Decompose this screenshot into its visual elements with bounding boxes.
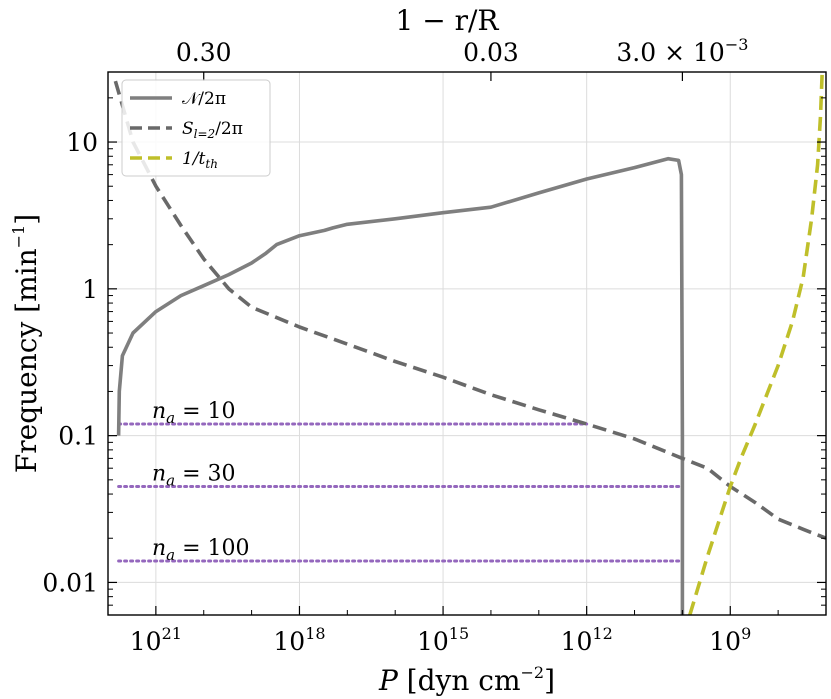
x-tick-label: 109 [709,624,751,656]
x-tick-label: 1015 [417,624,469,656]
y-tick-label: 0.1 [58,422,98,451]
series-line-0 [116,156,685,615]
plot-frame [107,71,827,616]
legend-label: 𝒩/2π [182,89,226,109]
top-axis-label: 1 − r/R [396,4,500,37]
grid-lines [108,72,826,615]
legend-label: Sl=2/2π [182,119,243,141]
top-tick-label: 3.0 × 10−3 [616,35,748,67]
legend: 𝒩/2π Sl=2/2π 1/tth [121,79,271,177]
top-tick-label: 0.30 [176,38,232,67]
x-tick-label: 1018 [273,624,325,656]
axis-ticks [107,72,827,615]
legend-label: 1/tth [182,149,218,171]
axis-labels: 1021 1018 1015 1012 109 0.01 0.1 1 10 0.30 0.03 3.0… [9,4,751,697]
y-tick-label: 10 [66,128,98,157]
y-tick-label: 0.01 [42,568,98,597]
mode-line-label: na = 10 [152,399,236,427]
plot-area [113,72,826,615]
legend-box [121,79,271,177]
mode-line-label: na = 100 [152,536,250,564]
x-tick-label: 1021 [130,624,182,656]
series-line-1 [113,80,826,540]
series-line-2 [688,72,824,615]
x-axis-label: P [dyn cm−2] [378,663,555,697]
top-tick-label: 0.03 [463,38,519,67]
x-tick-label: 1012 [561,624,613,656]
y-axis-label: Frequency [min−1] [9,214,43,473]
line-annotations: na = 10 na = 30 na = 100 [152,399,250,564]
mode-line-label: na = 30 [152,462,236,490]
y-tick-label: 1 [82,275,98,304]
